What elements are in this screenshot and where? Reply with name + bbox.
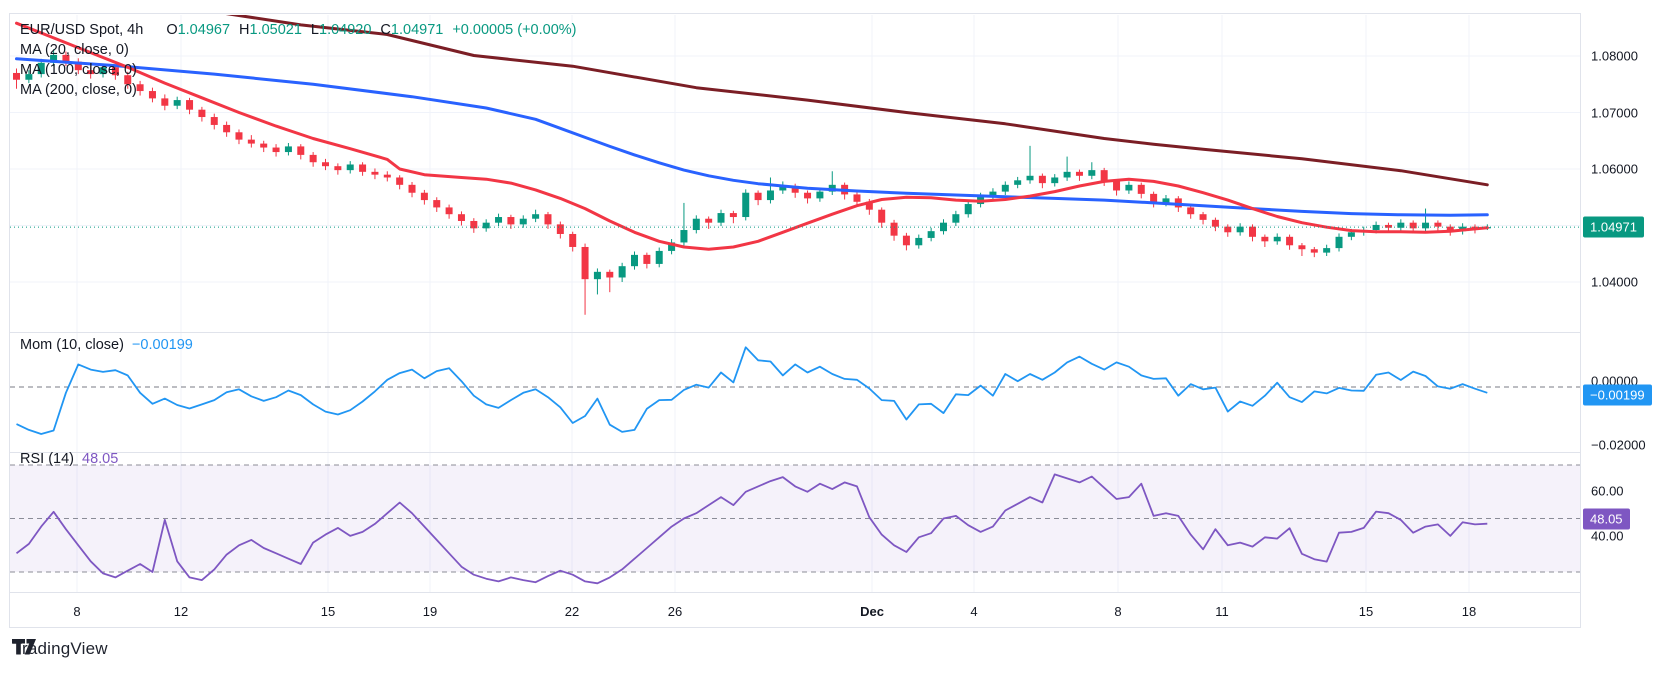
last-price-badge: 1.04971 [1583, 216, 1644, 238]
momentum-value: −0.00199 [131, 337, 193, 353]
time-axis-label: 4 [970, 604, 978, 619]
time-axis[interactable]: 8 12 15 19 22 26 Dec 4 8 11 15 18 [0, 604, 1580, 628]
momentum-legend[interactable]: Mom (10, close) −0.00199 [20, 337, 193, 353]
rsi-axis-label: 40.00 [1591, 528, 1624, 544]
momentum-value-badge: −0.00199 [1583, 384, 1652, 406]
ma200-legend[interactable]: MA (200, close, 0) [20, 82, 137, 98]
ohlc-value: 1.04920 [319, 22, 372, 38]
ohlc-key: C [380, 22, 391, 38]
time-axis-label: Dec [860, 604, 884, 619]
momentum-title: Mom (10, close) [20, 337, 124, 353]
tradingview-logo[interactable]: TradingView [12, 639, 108, 659]
ohlc-value: 1.04967 [177, 22, 231, 38]
price-axis-label: 1.07000 [1591, 105, 1638, 121]
time-axis-label: 15 [1358, 604, 1374, 619]
time-axis-label: 8 [73, 604, 81, 619]
price-axis-label: 1.04000 [1591, 274, 1638, 290]
tradingview-logo-icon [12, 639, 36, 655]
symbol-header: EUR/USD Spot, 4h O1.04967 H1.05021 L1.04920… [20, 22, 576, 38]
change-value: +0.00005 (+0.00%) [452, 22, 577, 38]
time-axis-label: 18 [1461, 604, 1477, 619]
rsi-axis-label: 60.00 [1591, 483, 1624, 499]
ma100-legend[interactable]: MA (100, close, 0) [20, 62, 137, 78]
tradingview-logo-text: TradingView [12, 639, 108, 658]
price-axis-label: 1.08000 [1591, 48, 1638, 64]
symbol-title[interactable]: EUR/USD Spot, 4h [20, 22, 144, 38]
ohlc-values: O1.04967 H1.05021 L1.04920 C1.04971 [157, 22, 443, 38]
time-axis-label: 26 [667, 604, 683, 619]
rsi-value-badge: 48.05 [1583, 508, 1630, 530]
rsi-legend[interactable]: RSI (14) 48.05 [20, 451, 118, 467]
time-axis-label: 22 [564, 604, 580, 619]
ma20-legend[interactable]: MA (20, close, 0) [20, 42, 129, 58]
ohlc-value: 1.04971 [390, 22, 444, 38]
time-axis-label: 11 [1215, 604, 1229, 619]
time-axis-label: 12 [173, 604, 189, 619]
rsi-value: 48.05 [82, 451, 119, 467]
ohlc-key: L [310, 22, 319, 38]
momentum-axis-label: −0.02000 [1591, 437, 1646, 453]
time-axis-label: 15 [320, 604, 336, 619]
time-axis-label: 19 [422, 604, 438, 619]
ohlc-key: H [239, 22, 250, 38]
ohlc-value: 1.05021 [249, 22, 302, 38]
time-axis-label: 8 [1114, 604, 1122, 619]
rsi-title: RSI (14) [20, 451, 74, 467]
ohlc-key: O [166, 22, 178, 38]
price-axis-label: 1.06000 [1591, 161, 1638, 177]
